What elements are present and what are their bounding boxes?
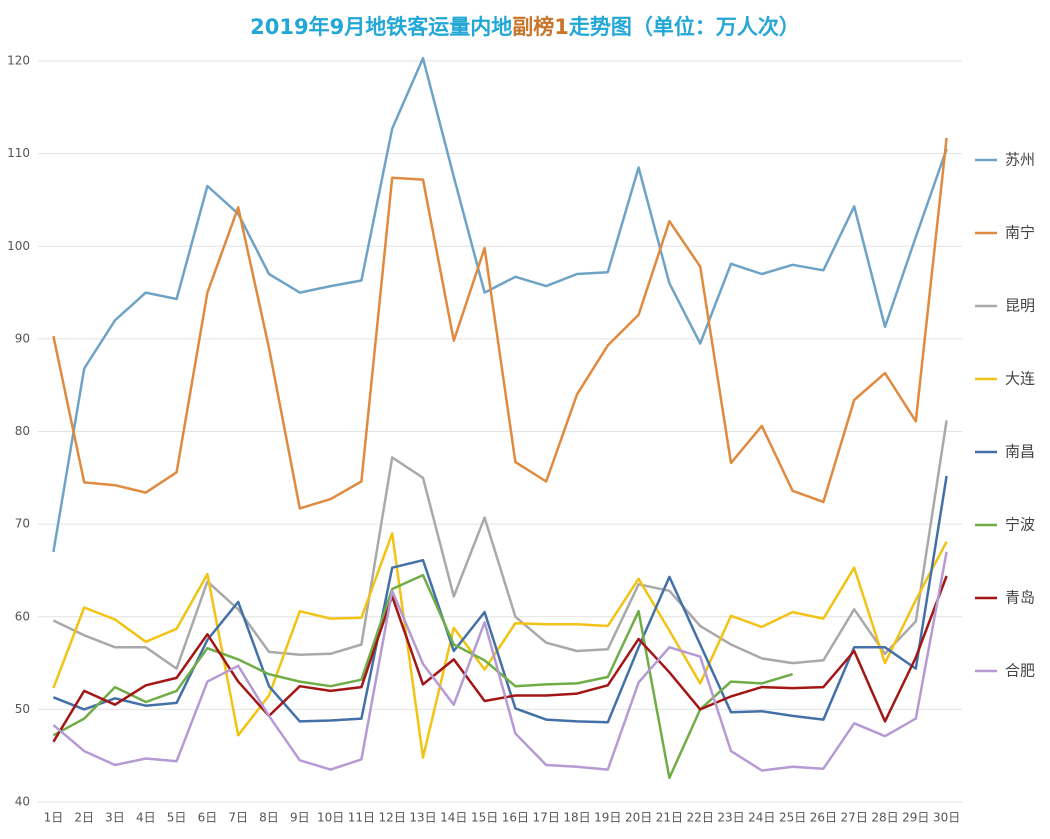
x-tick-label: 11日 xyxy=(348,811,375,825)
legend-label: 南宁 xyxy=(1005,224,1035,242)
y-tick-label: 120 xyxy=(7,54,30,68)
x-tick-label: 23日 xyxy=(717,811,744,825)
x-tick-label: 13日 xyxy=(409,811,436,825)
x-tick-label: 20日 xyxy=(625,811,652,825)
series-line xyxy=(52,573,793,780)
series-line xyxy=(52,420,948,670)
x-tick-label: 16日 xyxy=(502,811,529,825)
x-tick-label: 30日 xyxy=(933,811,960,825)
title-part: 走势图（单位：万人次） xyxy=(569,15,800,39)
y-tick-label: 60 xyxy=(15,609,30,623)
x-tick-label: 4日 xyxy=(136,811,156,825)
title-part: 副榜1 xyxy=(512,15,569,39)
legend-label: 昆明 xyxy=(1005,297,1035,315)
x-tick-label: 10日 xyxy=(317,811,344,825)
x-tick-label: 7日 xyxy=(228,811,248,825)
x-tick-label: 26日 xyxy=(810,811,837,825)
x-tick-label: 21日 xyxy=(656,811,683,825)
legend-label: 南昌 xyxy=(1005,443,1035,461)
y-tick-label: 40 xyxy=(15,795,30,809)
x-tick-label: 6日 xyxy=(198,811,218,825)
x-tick-label: 25日 xyxy=(779,811,806,825)
series-line xyxy=(52,137,948,510)
chart-title: 2019年9月地铁客运量内地副榜1走势图（单位：万人次） xyxy=(250,15,800,39)
x-tick-label: 3日 xyxy=(105,811,125,825)
x-tick-label: 29日 xyxy=(902,811,929,825)
y-tick-label: 110 xyxy=(7,146,30,160)
legend-label: 宁波 xyxy=(1005,516,1035,534)
legend-label: 合肥 xyxy=(1005,662,1035,680)
x-tick-label: 8日 xyxy=(259,811,279,825)
x-tick-label: 5日 xyxy=(167,811,187,825)
legend-label: 青岛 xyxy=(1005,589,1035,607)
series-line xyxy=(52,56,948,553)
y-tick-label: 50 xyxy=(15,702,30,716)
series-line xyxy=(52,551,948,772)
x-tick-label: 18日 xyxy=(563,811,590,825)
legend-label: 苏州 xyxy=(1005,151,1035,169)
series-line xyxy=(52,532,948,759)
x-tick-label: 28日 xyxy=(871,811,898,825)
x-tick-label: 24日 xyxy=(748,811,775,825)
x-tick-label: 9日 xyxy=(290,811,310,825)
y-tick-label: 70 xyxy=(15,517,30,531)
series-line xyxy=(52,475,948,724)
x-tick-label: 17日 xyxy=(533,811,560,825)
legend-label: 大连 xyxy=(1005,370,1035,388)
x-tick-label: 22日 xyxy=(687,811,714,825)
series-line xyxy=(52,575,948,743)
y-tick-label: 90 xyxy=(15,331,30,345)
title-part: 2019年9月地铁客运量内地 xyxy=(250,15,512,39)
y-tick-label: 80 xyxy=(15,424,30,438)
x-tick-label: 2日 xyxy=(74,811,94,825)
x-tick-label: 27日 xyxy=(841,811,868,825)
x-tick-label: 14日 xyxy=(440,811,467,825)
x-tick-label: 12日 xyxy=(379,811,406,825)
x-tick-label: 15日 xyxy=(471,811,498,825)
x-tick-label: 19日 xyxy=(594,811,621,825)
y-tick-label: 100 xyxy=(7,239,30,253)
x-tick-label: 1日 xyxy=(44,811,64,825)
